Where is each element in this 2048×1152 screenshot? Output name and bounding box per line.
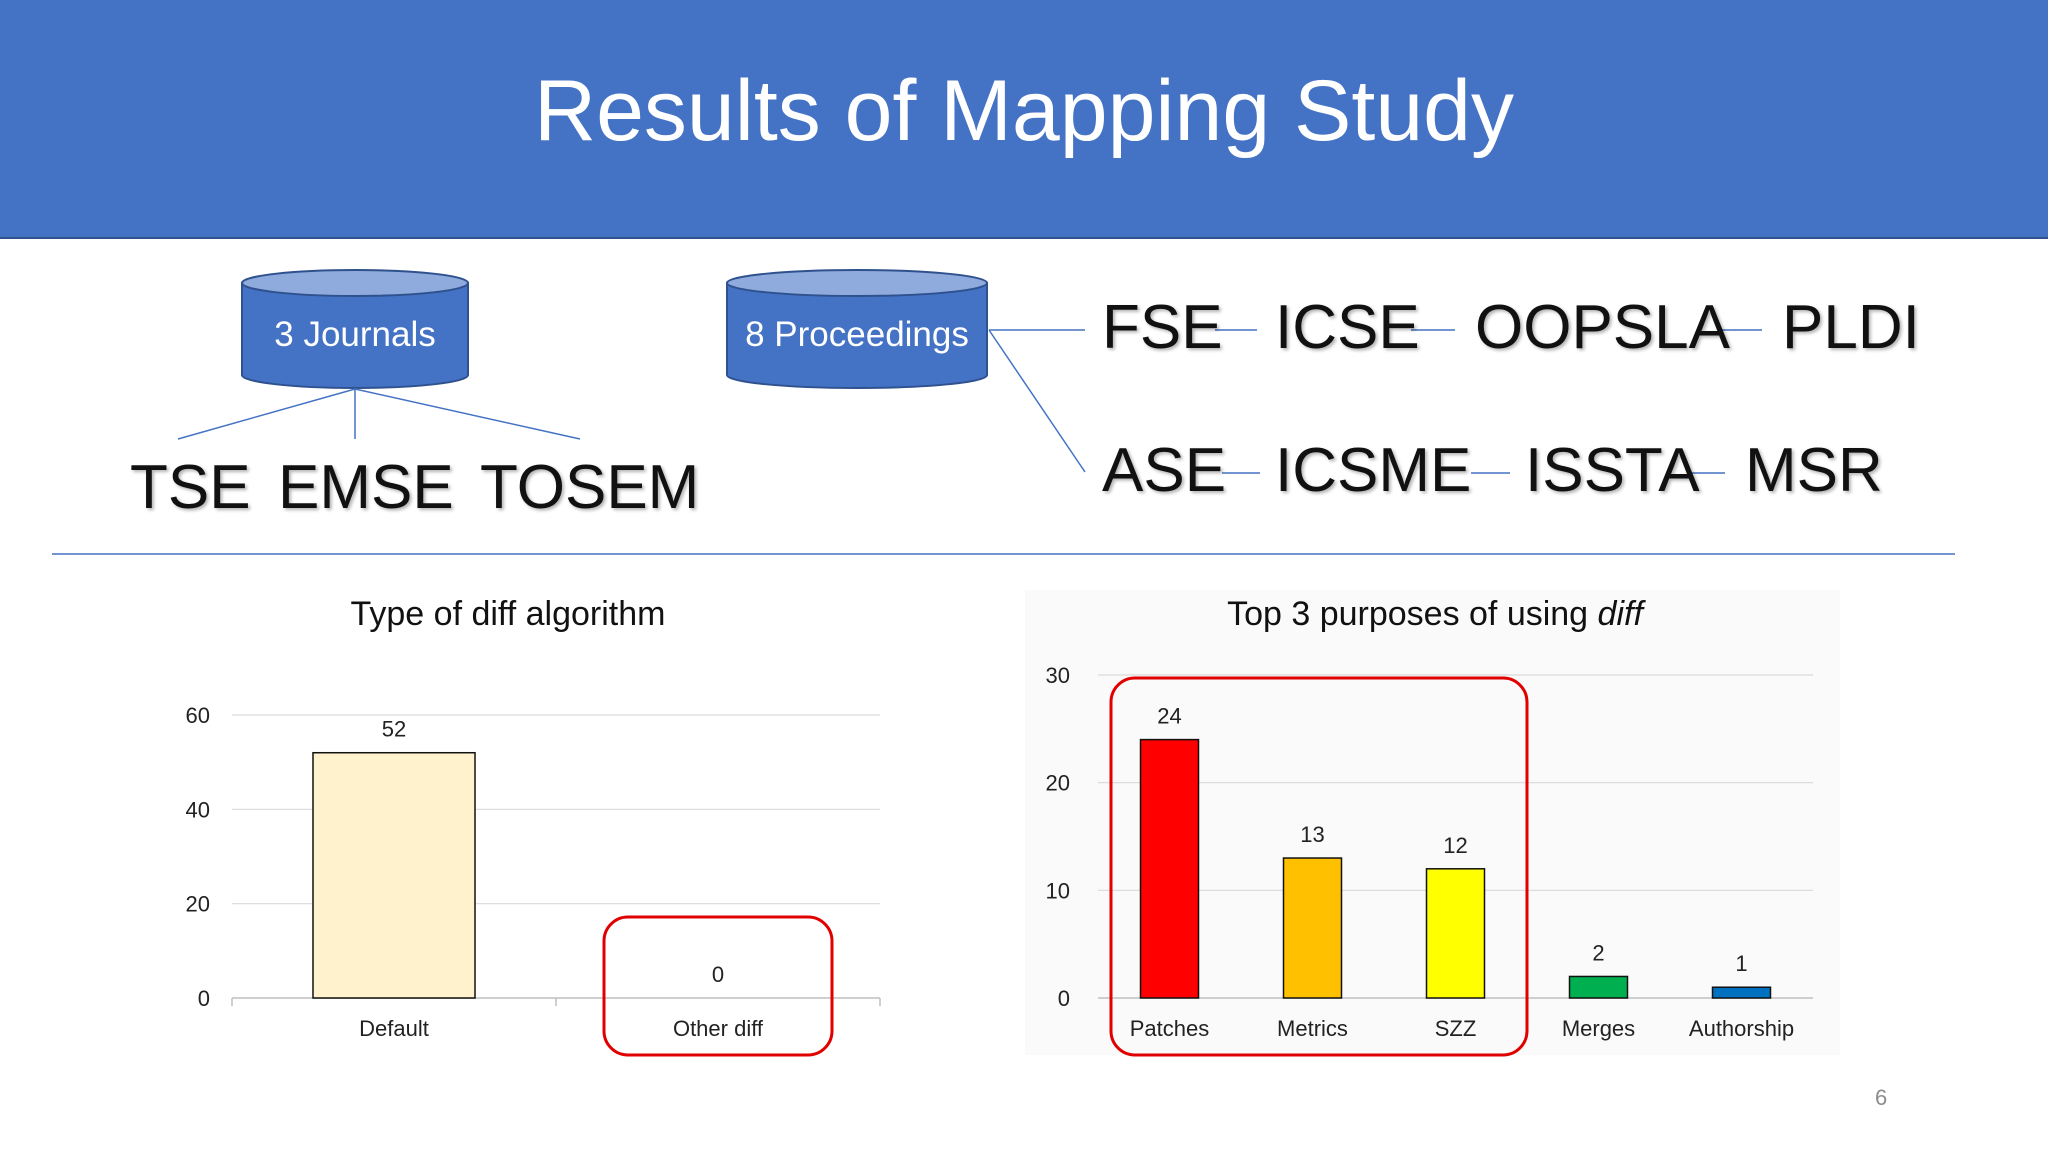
journal-tosem: TOSEM — [480, 453, 700, 522]
category-label: SZZ — [1435, 1016, 1477, 1041]
journal-tse: TSE — [130, 453, 251, 522]
proceeding-icse: ICSE — [1275, 293, 1420, 362]
proceeding-ase: ASE — [1102, 436, 1227, 505]
category-label: Other diff — [673, 1016, 764, 1041]
data-label: 52 — [382, 717, 406, 742]
data-label: 12 — [1443, 833, 1467, 858]
proceeding-fse: FSE — [1102, 293, 1223, 362]
chart2-title: Top 3 purposes of using diff — [1227, 595, 1646, 633]
bar-authorship — [1711, 986, 1772, 999]
proceeding-pldi: PLDI — [1782, 293, 1920, 362]
proceeding-issta: ISSTA — [1525, 436, 1700, 505]
y-tick-label: 0 — [1058, 986, 1070, 1011]
bar-metrics — [1282, 857, 1343, 999]
category-label: Default — [359, 1016, 429, 1041]
diff-purposes-chart: Top 3 purposes of using diff 0 10 20 30 24 Pa… — [1025, 590, 1840, 1057]
slide-title: Results of Mapping Study — [534, 63, 1514, 159]
highlight-box — [602, 915, 834, 1057]
journals-label: 3 Journals — [274, 315, 436, 354]
data-label: 13 — [1300, 822, 1324, 847]
page-number: 6 — [1875, 1085, 1888, 1110]
bar-patches — [1139, 738, 1200, 999]
data-label: 24 — [1157, 704, 1181, 729]
bar-default — [312, 751, 476, 999]
data-label: 1 — [1735, 951, 1747, 976]
category-label: Metrics — [1277, 1016, 1348, 1041]
category-label: Patches — [1130, 1016, 1210, 1041]
y-tick-label: 40 — [186, 797, 210, 822]
category-label: Merges — [1562, 1016, 1635, 1041]
bar-szz — [1425, 868, 1486, 999]
diff-algorithm-chart: Type of diff algorithm 0 20 40 60 52 Default 0… — [186, 595, 881, 1057]
proceeding-msr: MSR — [1745, 436, 1883, 505]
journal-emse: EMSE — [278, 453, 454, 522]
title-bar: Results of Mapping Study — [0, 0, 2048, 239]
data-label: 0 — [712, 962, 724, 987]
y-tick-label: 10 — [1046, 878, 1070, 903]
category-label: Authorship — [1689, 1016, 1794, 1041]
proceeding-oopsla: OOPSLA — [1475, 293, 1730, 362]
y-tick-label: 30 — [1046, 663, 1070, 688]
y-tick-label: 60 — [186, 703, 210, 728]
y-tick-label: 20 — [1046, 771, 1070, 796]
bar-merges — [1568, 975, 1629, 999]
y-tick-label: 20 — [186, 892, 210, 917]
proceedings-label: 8 Proceedings — [745, 315, 969, 354]
proceedings-database-icon: 8 Proceedings — [725, 267, 989, 393]
chart1-title: Type of diff algorithm — [351, 595, 666, 633]
proceeding-icsme: ICSME — [1275, 436, 1472, 505]
data-label: 2 — [1592, 940, 1604, 965]
journals-database-icon: 3 Journals — [240, 267, 470, 393]
y-tick-label: 0 — [198, 986, 210, 1011]
highlight-box — [1109, 676, 1529, 1057]
